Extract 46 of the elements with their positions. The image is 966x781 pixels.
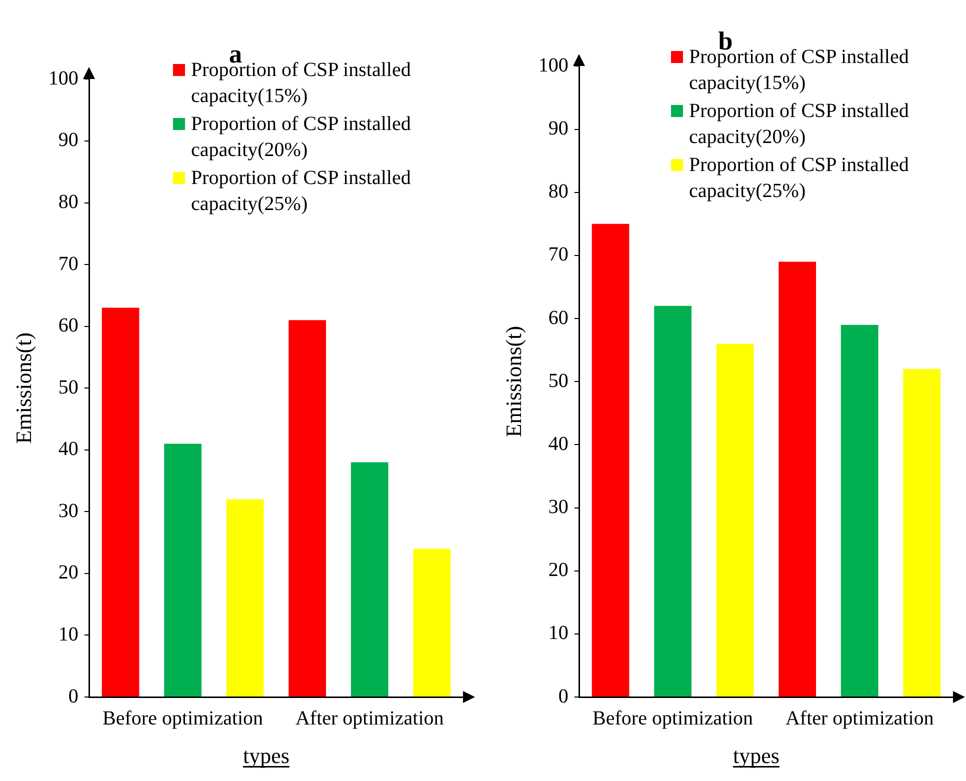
bar: [778, 262, 816, 696]
bar: [164, 444, 202, 696]
y-tick-label: 0: [68, 685, 78, 708]
bar: [903, 368, 941, 696]
x-tick-label: After optimization: [295, 707, 444, 730]
bar: [654, 306, 692, 696]
bar: [226, 499, 264, 696]
bar: [288, 320, 326, 696]
y-axis-title: Emissions(t): [10, 332, 36, 444]
x-axis-title: types: [242, 743, 290, 768]
y-tick-label: 10: [548, 622, 568, 644]
bar: [592, 224, 630, 696]
y-tick-label: 0: [558, 685, 568, 708]
y-tick-label: 20: [548, 559, 568, 582]
y-tick-label: 100: [538, 54, 568, 76]
y-tick-label: 80: [548, 180, 568, 203]
y-tick-label: 90: [548, 118, 568, 140]
y-tick-label: 80: [58, 191, 78, 214]
x-axis-title: types: [732, 743, 780, 768]
y-axis-title: Emissions(t): [500, 326, 526, 438]
y-tick-label: 70: [548, 244, 568, 266]
y-tick-label: 50: [58, 376, 78, 398]
y-tick-label: 60: [58, 314, 78, 337]
y-tick-label: 70: [58, 252, 78, 275]
y-tick-label: 40: [548, 432, 568, 455]
x-tick-label: Before optimization: [592, 707, 754, 730]
y-tick-label: 30: [548, 496, 568, 518]
legend-label: Proportion of CSP installed capacity(25%): [191, 166, 412, 218]
y-tick-label: 50: [548, 370, 568, 392]
y-tick-label: 10: [58, 623, 78, 646]
bar: [840, 324, 878, 696]
y-tick-label: 40: [58, 438, 78, 460]
legend-label: Proportion of CSP installed capacity(20%): [689, 99, 910, 150]
bar: [102, 308, 140, 696]
bar: [716, 344, 754, 696]
x-tick-label: After optimization: [785, 707, 934, 730]
bar: [350, 462, 388, 696]
y-tick-label: 90: [58, 129, 78, 152]
y-tick-label: 20: [58, 562, 78, 584]
legend-label: Proportion of CSP installed capacity(25%): [689, 153, 910, 204]
y-tick-label: 60: [548, 306, 568, 329]
bar: [413, 548, 451, 696]
x-tick-label: Before optimization: [102, 707, 264, 730]
y-tick-label: 30: [58, 500, 78, 522]
y-tick-label: 100: [48, 67, 78, 90]
legend-label: Proportion of CSP installed capacity(20%): [191, 112, 412, 164]
